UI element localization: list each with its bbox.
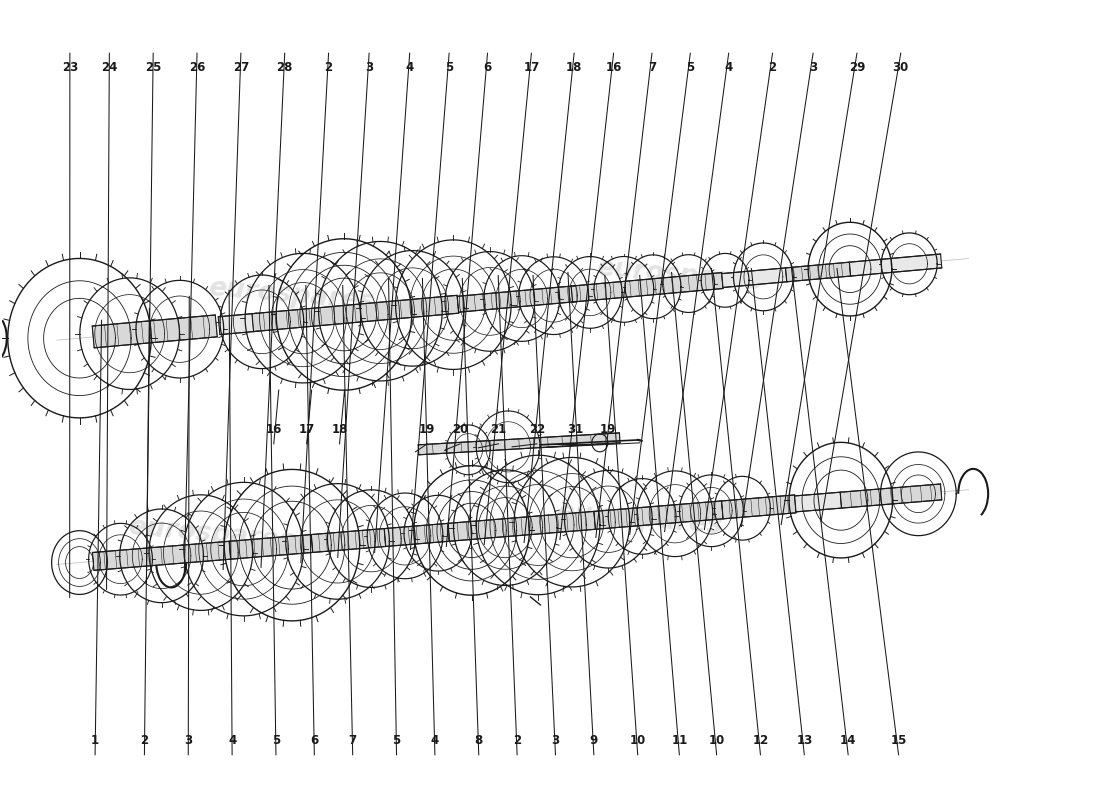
Text: 24: 24 <box>101 61 118 74</box>
Text: 12: 12 <box>752 734 769 746</box>
Text: 19: 19 <box>600 423 616 436</box>
Polygon shape <box>571 273 723 302</box>
Polygon shape <box>311 529 386 553</box>
Polygon shape <box>92 542 231 570</box>
Polygon shape <box>448 511 595 542</box>
Text: 22: 22 <box>529 423 544 436</box>
Text: 4: 4 <box>406 61 414 74</box>
Polygon shape <box>849 254 942 276</box>
Polygon shape <box>229 534 312 559</box>
Text: 9: 9 <box>590 734 598 746</box>
Polygon shape <box>840 484 942 508</box>
Polygon shape <box>794 492 842 512</box>
Text: 3: 3 <box>808 61 817 74</box>
Text: 11: 11 <box>671 734 688 746</box>
Polygon shape <box>785 262 850 282</box>
Polygon shape <box>418 433 620 455</box>
Text: 5: 5 <box>446 61 453 74</box>
Text: 4: 4 <box>228 734 236 746</box>
Text: 3: 3 <box>184 734 192 746</box>
Text: 25: 25 <box>145 61 162 74</box>
Text: 3: 3 <box>551 734 560 746</box>
Text: 10: 10 <box>708 734 725 746</box>
Text: 15: 15 <box>890 734 906 746</box>
Text: 30: 30 <box>893 61 909 74</box>
Text: eurospares: eurospares <box>207 275 375 315</box>
Text: 27: 27 <box>233 61 249 74</box>
Text: 20: 20 <box>452 423 469 436</box>
Text: 6: 6 <box>483 61 492 74</box>
Text: 13: 13 <box>796 734 813 746</box>
Text: 5: 5 <box>272 734 280 746</box>
Text: 31: 31 <box>568 423 583 436</box>
Text: 2: 2 <box>513 734 521 746</box>
Text: 5: 5 <box>686 61 694 74</box>
Polygon shape <box>92 315 218 348</box>
Text: 3: 3 <box>365 61 373 74</box>
Text: eurospares: eurospares <box>126 514 296 554</box>
Text: 7: 7 <box>349 734 356 746</box>
Polygon shape <box>218 314 258 334</box>
Text: 29: 29 <box>849 61 865 74</box>
Text: 1: 1 <box>91 734 99 746</box>
Text: 10: 10 <box>629 734 646 746</box>
Text: 16: 16 <box>605 61 621 74</box>
Polygon shape <box>458 286 578 312</box>
Text: 23: 23 <box>62 61 78 74</box>
Text: 17: 17 <box>298 423 315 436</box>
Text: 6: 6 <box>310 734 318 746</box>
Text: 7: 7 <box>648 61 656 74</box>
Text: eurospares: eurospares <box>595 255 763 296</box>
Polygon shape <box>594 501 723 530</box>
Text: 5: 5 <box>393 734 400 746</box>
Text: 21: 21 <box>491 423 507 436</box>
Text: 17: 17 <box>524 61 539 74</box>
Text: 2: 2 <box>324 61 332 74</box>
Text: 2: 2 <box>141 734 149 746</box>
Text: 4: 4 <box>431 734 439 746</box>
Text: 28: 28 <box>276 61 293 74</box>
Text: 8: 8 <box>474 734 483 746</box>
Text: 2: 2 <box>769 61 777 74</box>
Text: 19: 19 <box>419 423 436 436</box>
Polygon shape <box>722 495 796 519</box>
Text: 4: 4 <box>725 61 733 74</box>
Text: 26: 26 <box>189 61 206 74</box>
Polygon shape <box>252 295 459 331</box>
Text: 14: 14 <box>840 734 856 746</box>
Text: 18: 18 <box>565 61 582 74</box>
Text: 16: 16 <box>265 423 282 436</box>
Text: eurospares: eurospares <box>556 499 724 540</box>
Polygon shape <box>384 523 450 546</box>
Polygon shape <box>722 268 786 287</box>
Text: 18: 18 <box>331 423 348 436</box>
